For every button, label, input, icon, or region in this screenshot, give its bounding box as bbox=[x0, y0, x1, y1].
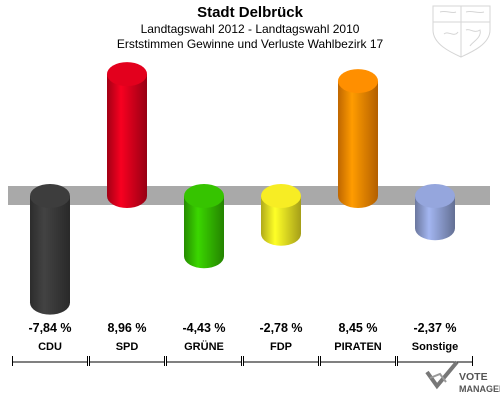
category-axis bbox=[12, 356, 473, 366]
bar-top-cap bbox=[415, 184, 455, 208]
bar-piraten bbox=[338, 69, 378, 208]
votemanager-logo: VOTE MANAGER bbox=[425, 360, 500, 394]
bar-bottom-cap bbox=[415, 216, 455, 241]
bar-bottom-cap bbox=[30, 290, 70, 315]
chart-subtitle-2: Erststimmen Gewinne und Verluste Wahlbez… bbox=[117, 37, 384, 51]
bar-body bbox=[30, 196, 70, 303]
category-label: GRÜNE bbox=[184, 340, 224, 353]
bar-top-cap bbox=[30, 184, 70, 208]
bar-body bbox=[107, 74, 147, 196]
bar-top-cap bbox=[107, 62, 147, 87]
bar-body bbox=[338, 81, 378, 196]
bar-bottom-cap bbox=[261, 221, 301, 246]
bars-layer bbox=[30, 62, 455, 315]
labels-layer: -7,84 % CDU 8,96 % SPD -4,43 % GRÜNE -2,78 % FD… bbox=[28, 321, 458, 353]
category-label: Sonstige bbox=[412, 341, 458, 353]
category-label: SPD bbox=[116, 341, 139, 353]
logo-text-manager: MANAGER bbox=[459, 384, 500, 394]
bar-cdu bbox=[30, 184, 70, 315]
bar-top-cap bbox=[184, 184, 224, 208]
bar-fdp bbox=[261, 184, 301, 246]
chart-subtitle-1: Landtagswahl 2012 - Landtagswahl 2010 bbox=[141, 22, 360, 36]
value-label: 8,45 % bbox=[339, 321, 378, 335]
bar-sonstige bbox=[415, 184, 455, 241]
value-label: -4,43 % bbox=[182, 321, 225, 335]
bar-grüne bbox=[184, 184, 224, 269]
value-label: 8,96 % bbox=[108, 321, 147, 335]
category-label: FDP bbox=[270, 341, 292, 353]
category-label: PIRATEN bbox=[334, 341, 382, 353]
bar-bottom-cap bbox=[107, 184, 147, 208]
value-label: -2,78 % bbox=[259, 321, 302, 335]
bar-bottom-cap bbox=[338, 184, 378, 208]
value-label: -2,37 % bbox=[413, 321, 456, 335]
chart-title: Stadt Delbrück bbox=[197, 4, 304, 21]
bar-spd bbox=[107, 62, 147, 208]
coat-of-arms-icon bbox=[432, 5, 491, 58]
bar-top-cap bbox=[338, 69, 378, 94]
checkmark-icon bbox=[425, 360, 459, 390]
value-label: -7,84 % bbox=[28, 321, 71, 335]
category-label: CDU bbox=[38, 341, 62, 353]
bar-top-cap bbox=[261, 184, 301, 208]
logo-text-vote: VOTE bbox=[459, 371, 488, 383]
bar-bottom-cap bbox=[184, 244, 224, 269]
